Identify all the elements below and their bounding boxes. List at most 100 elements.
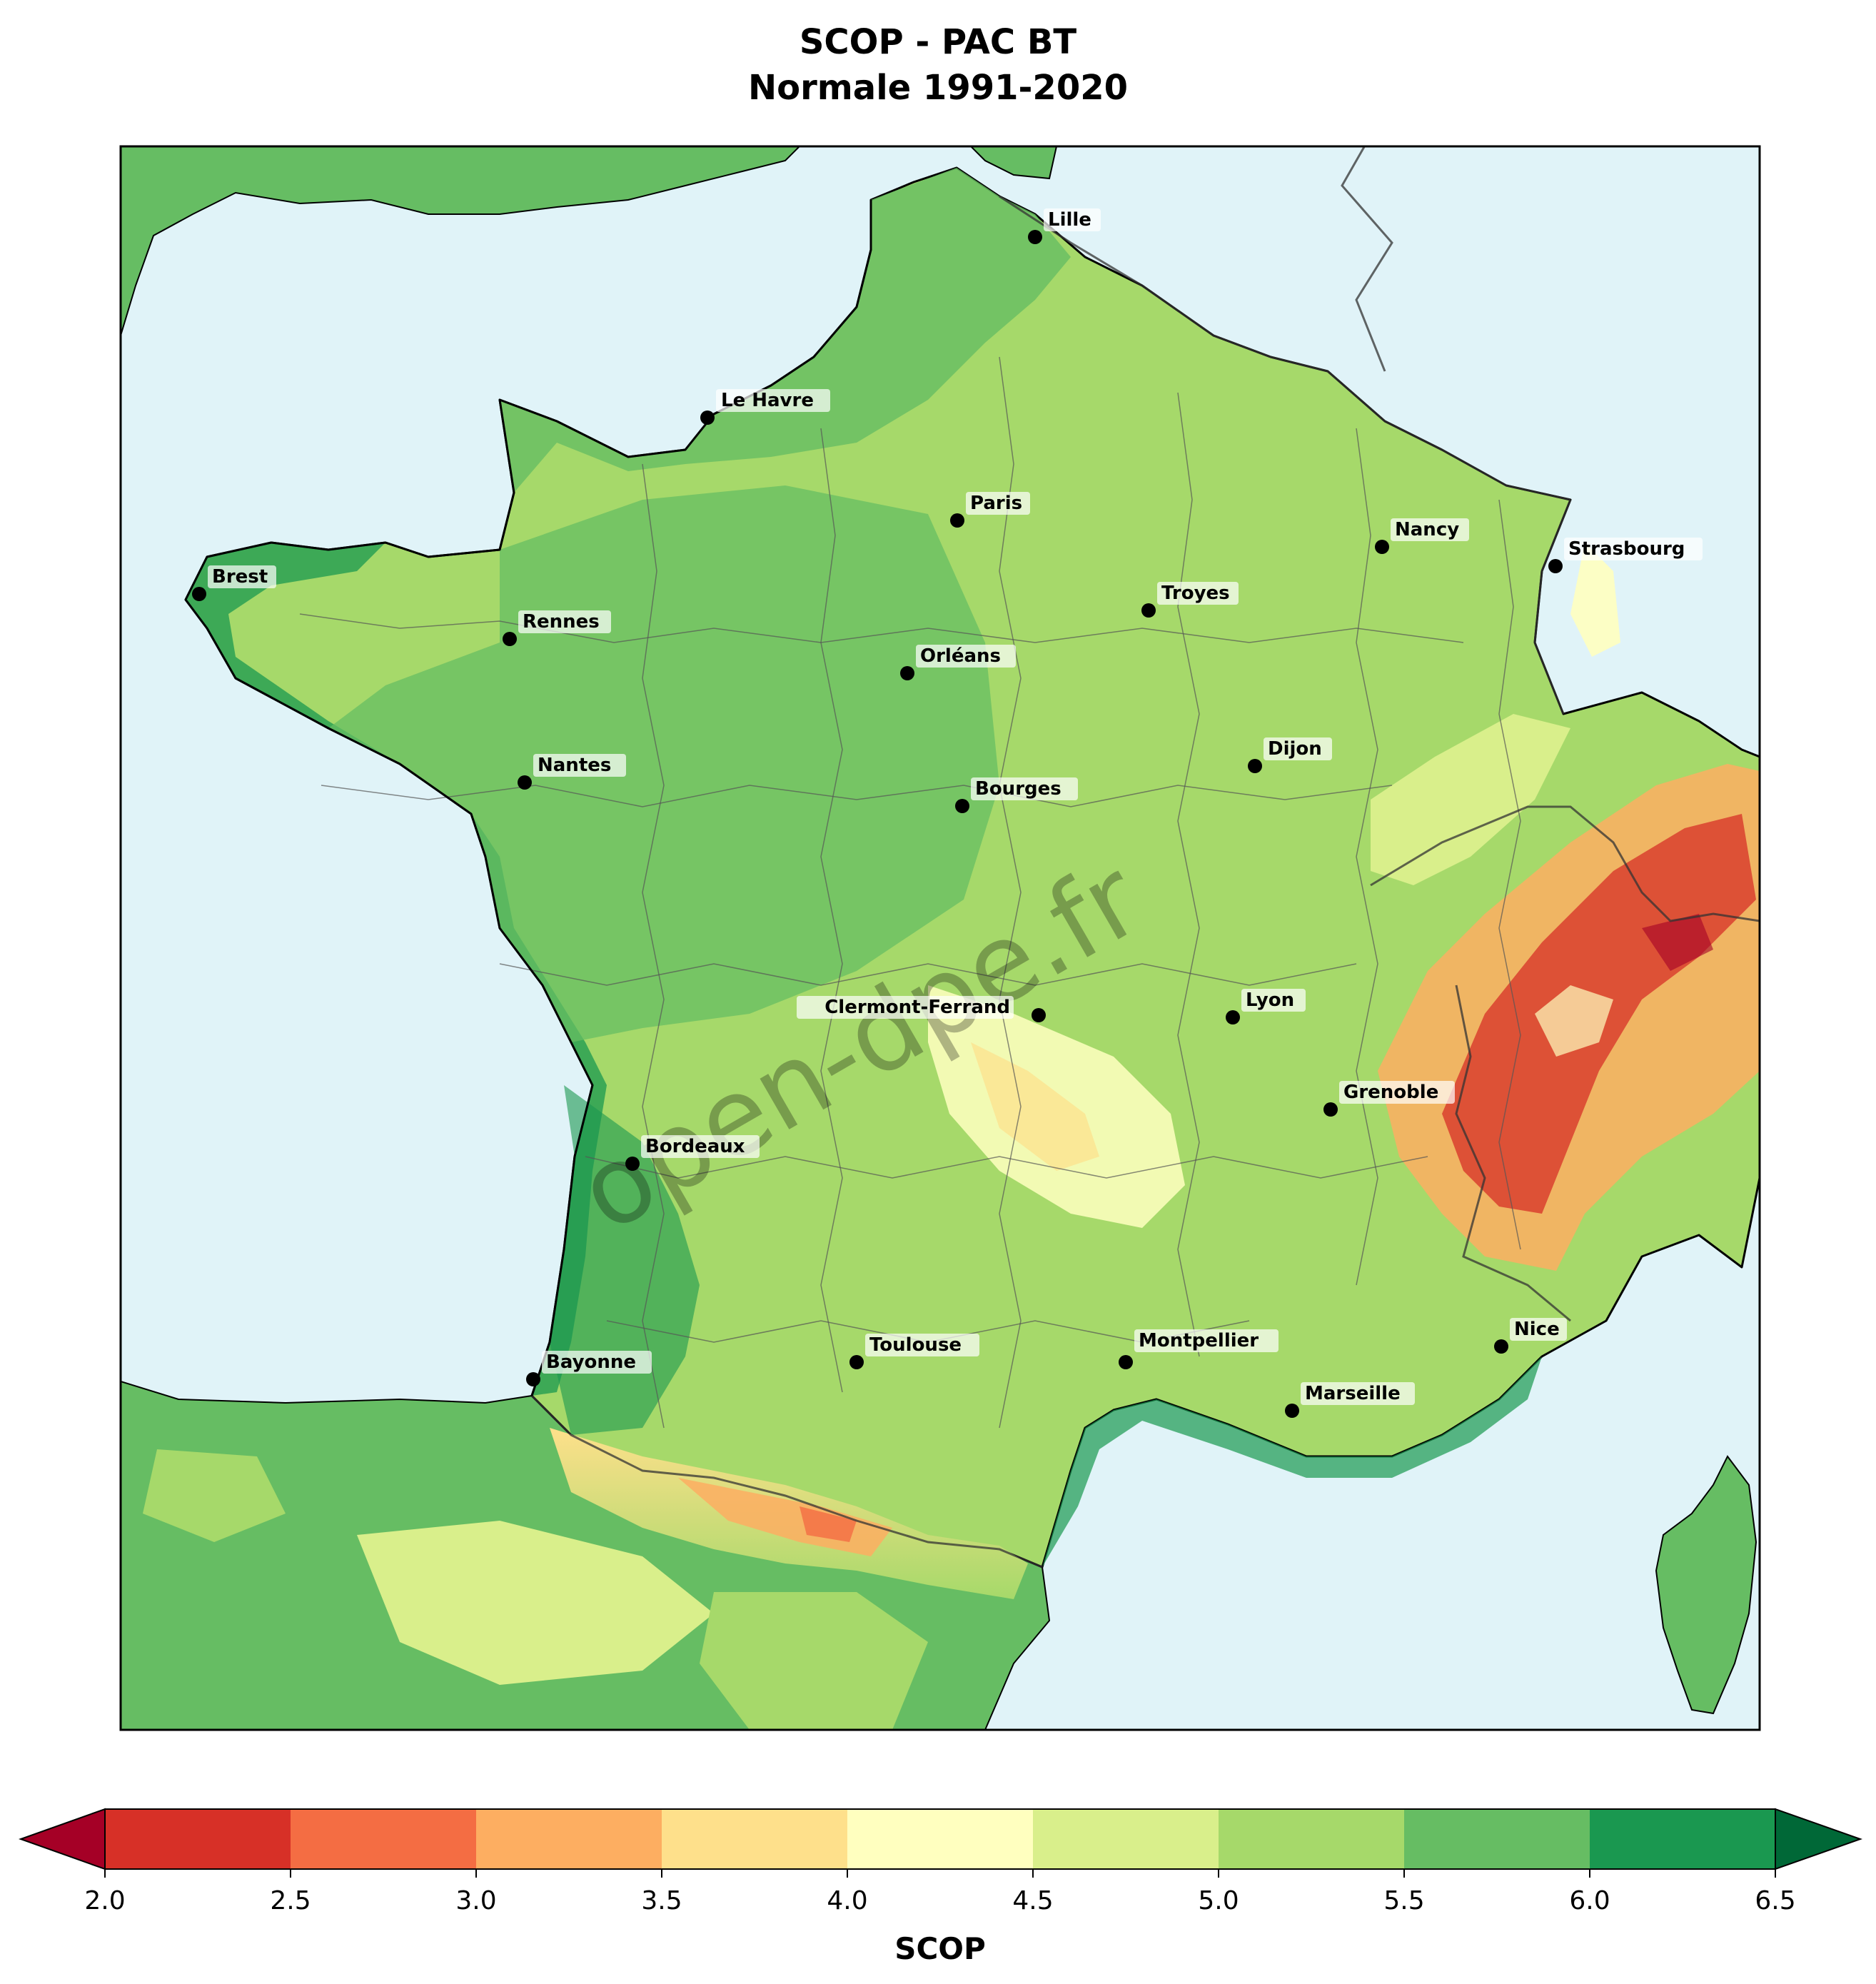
jura [1371,714,1570,885]
national-borders [530,146,1760,1568]
mediterranean-band [1042,1356,1542,1567]
colorbar-ticks: 2.0 2.5 3.0 3.5 4.0 4.5 5.0 5.5 6.0 6.5 [84,1869,1796,1915]
city-montpellier[interactable]: Montpellier [1119,1329,1279,1369]
colorbar: 2.0 2.5 3.0 3.5 4.0 4.5 5.0 5.5 6.0 6.5 SCOP [19,1808,1863,1966]
colorbar-under-arrow [19,1808,106,1870]
city-dot [1028,230,1042,244]
city-label-bg [1564,538,1703,560]
pyrenees-peak [800,1506,857,1542]
city-paris[interactable]: Paris [950,492,1030,528]
colorbar-tick-label: 4.5 [1012,1886,1053,1915]
colorbar-tick-label: 4.0 [827,1886,867,1915]
city-nice[interactable]: Nice [1494,1318,1567,1354]
city-label-bg [1044,208,1101,231]
city-dot [526,1372,540,1386]
city-label-bg [971,777,1078,800]
city-bayonne[interactable]: Bayonne [526,1351,652,1386]
center-green [328,485,999,1042]
alps-valley [1535,985,1613,1057]
city-label-bg [542,1351,652,1374]
colorbar-bin [291,1809,477,1869]
city-label-bg [1301,1382,1415,1405]
city-label: Bordeaux [645,1136,745,1157]
city-label-bg [1134,1329,1279,1352]
city-label: Rennes [523,611,600,633]
city-toulouse[interactable]: Toulouse [849,1334,979,1369]
city-dot [503,632,517,646]
city-dot [1032,1008,1046,1022]
kent-land [969,146,1058,180]
colorbar-tick-label: 3.5 [641,1886,682,1915]
city-label: Bayonne [546,1351,636,1373]
city-dot [1141,603,1156,618]
city-lille[interactable]: Lille [1028,208,1101,244]
colorbar-tick-label: 6.5 [1755,1886,1795,1915]
city-bourges[interactable]: Bourges [955,777,1078,813]
city-label: Brest [212,566,268,588]
colorbar-tick-label: 5.5 [1383,1886,1424,1915]
city-strasbourg[interactable]: Strasbourg [1548,538,1703,573]
city-label: Marseille [1305,1383,1401,1404]
city-dijon[interactable]: Dijon [1248,737,1332,773]
city-dot [518,775,532,790]
city-label-bg [966,492,1030,515]
city-label-bg [916,645,1016,668]
massif-central-peak [971,1042,1099,1171]
colorbar-bins [105,1809,1776,1869]
city-nantes[interactable]: Nantes [518,754,626,790]
city-label: Clermont-Ferrand [824,997,1010,1018]
city-label: Paris [970,493,1022,514]
vosges [1570,543,1620,657]
city-label: Nice [1514,1319,1560,1340]
city-label-bg [208,565,276,588]
city-dot [1248,759,1262,773]
city-dot [950,513,964,528]
city-dot [700,411,715,425]
colorbar-over-arrow [1775,1808,1863,1870]
colorbar-bin [1219,1809,1405,1869]
city-nancy[interactable]: Nancy [1375,518,1469,554]
city-label-bg [1510,1318,1567,1341]
city-label-bg [797,996,1014,1019]
colorbar-tick-label: 6.0 [1569,1886,1610,1915]
colorbar-bin [105,1809,291,1869]
city-label-bg [641,1135,760,1158]
city-label-bg [865,1334,979,1356]
colorbar-tick-label: 3.0 [455,1886,496,1915]
england-land [121,146,801,336]
north-band [500,168,1071,493]
colorbar-tick-label: 2.5 [270,1886,311,1915]
city-rennes[interactable]: Rennes [503,610,611,646]
map-frame [119,145,1761,1731]
city-label: Nantes [538,755,611,776]
city-dot [955,799,969,813]
city-dot [1548,559,1563,573]
city-le-havre[interactable]: Le Havre [700,389,830,425]
city-label-bg [1157,582,1239,605]
city-dot [192,587,206,601]
city-label: Strasbourg [1568,538,1685,560]
city-label-bg [1339,1081,1455,1104]
city-label: Dijon [1268,738,1322,760]
colorbar-bin [1590,1809,1776,1869]
city-marseille[interactable]: Marseille [1285,1382,1415,1418]
city-orleans[interactable]: Orléans [900,645,1016,680]
city-label-bg [1241,989,1306,1012]
city-label: Le Havre [721,390,814,411]
city-label: Grenoble [1343,1082,1438,1103]
city-dot [1494,1339,1508,1354]
city-troyes[interactable]: Troyes [1141,582,1239,618]
city-label: Montpellier [1139,1330,1259,1351]
city-brest[interactable]: Brest [192,565,276,601]
city-label: Troyes [1161,583,1230,604]
city-dot [1285,1404,1299,1418]
map-title: SCOP - PAC BT [799,22,1077,62]
city-grenoble[interactable]: Grenoble [1323,1081,1455,1117]
city-label: Bourges [975,778,1061,800]
city-label-bg [716,389,830,412]
city-lyon[interactable]: Lyon [1226,989,1306,1024]
city-bordeaux[interactable]: Bordeaux [625,1135,760,1171]
city-clermont-ferrand[interactable]: Clermont-Ferrand [797,996,1046,1022]
colorbar-tick-label: 5.0 [1198,1886,1239,1915]
landes-band [550,1085,700,1435]
